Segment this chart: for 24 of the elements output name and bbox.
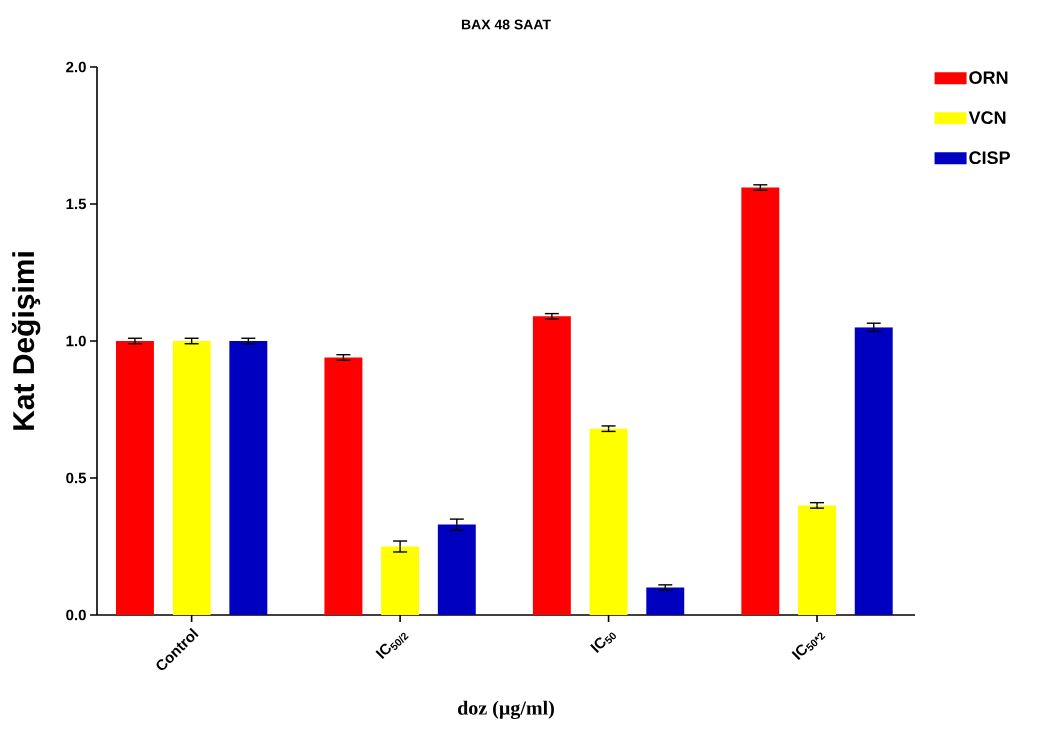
bar (532, 316, 571, 615)
legend-label: VCN (968, 111, 1006, 125)
chart-title: BAX 48 SAAT (461, 19, 551, 30)
x-axis-title: doz (µg/ml) (458, 700, 554, 720)
bar (381, 546, 420, 615)
bar (741, 187, 780, 615)
legend-label: ORN (969, 71, 1008, 84)
bar (646, 587, 685, 615)
y-tick-label: 1.0 (66, 335, 86, 347)
bar (437, 524, 476, 615)
y-tick-label: 0.0 (66, 609, 86, 621)
y-axis-title: Kat Değişimi (11, 252, 41, 430)
bar (324, 357, 363, 615)
y-tick-label: 0.5 (66, 472, 87, 484)
bar (854, 327, 893, 615)
y-tick-label: 2.0 (66, 61, 86, 73)
bar (589, 428, 628, 615)
x-tick-label: IC$_{50}$ (590, 632, 616, 653)
bar (229, 341, 268, 615)
legend-label: CISP (969, 151, 1010, 165)
bar (798, 505, 836, 615)
bar (172, 341, 211, 615)
bar (115, 341, 154, 615)
y-tick-label: 1.5 (66, 198, 87, 210)
